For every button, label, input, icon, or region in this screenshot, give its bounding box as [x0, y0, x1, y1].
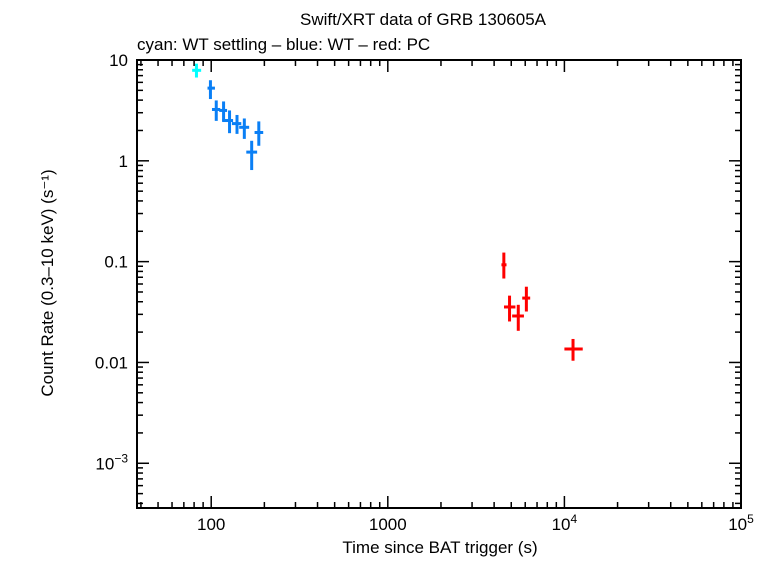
y-tick-label: 0.01: [95, 353, 128, 372]
data-point-pc: [564, 338, 583, 361]
x-tick-label: 100: [197, 515, 225, 534]
x-tick-label: 1000: [369, 515, 407, 534]
data-point-pc: [512, 304, 524, 331]
data-point-pc: [501, 252, 507, 279]
data-point-wt: [254, 121, 264, 146]
plot-frame: [136, 59, 742, 509]
chart-title: Swift/XRT data of GRB 130605A: [300, 10, 547, 29]
y-axis-label: Count Rate (0.3–10 keV) (s⁻¹): [38, 169, 57, 396]
y-tick-label: 1: [119, 152, 128, 171]
data-point-pc: [504, 295, 516, 322]
x-tick-label: 105: [728, 512, 754, 534]
data-point-wt: [246, 140, 258, 171]
data-point-pc: [522, 286, 531, 312]
x-tick-label: 104: [552, 512, 578, 534]
data-point-wt: [231, 114, 242, 134]
y-tick-label: 10−3: [95, 451, 128, 473]
data-point-wt: [222, 110, 234, 134]
data-point-wt: [211, 100, 221, 121]
data-point-wt: [219, 101, 228, 122]
chart-subtitle: cyan: WT settling – blue: WT – red: PC: [137, 35, 430, 54]
x-axis-label: Time since BAT trigger (s): [342, 538, 537, 557]
data-point-wt: [239, 118, 250, 139]
data-point-wt-settling: [192, 63, 202, 78]
data-point-wt: [207, 80, 215, 100]
y-tick-label: 10: [109, 51, 128, 70]
y-tick-label: 0.1: [104, 253, 128, 272]
